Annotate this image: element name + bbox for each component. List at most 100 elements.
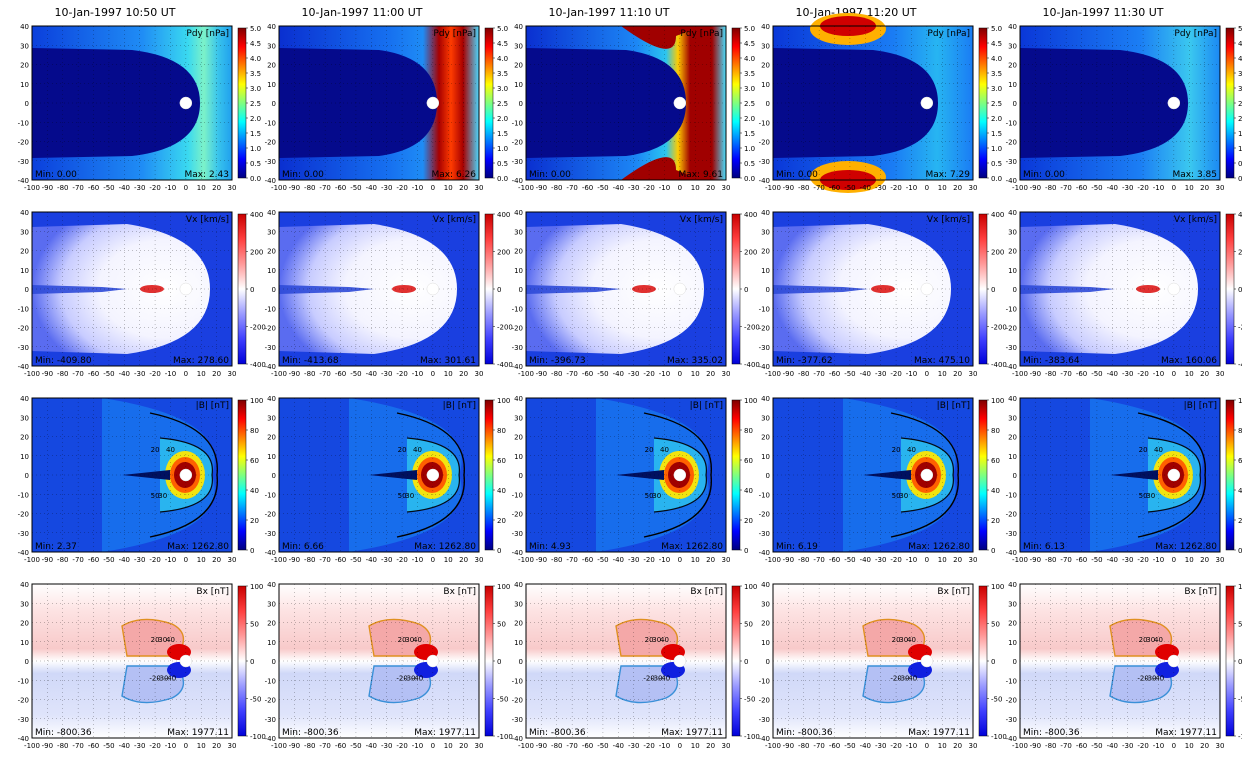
- x-tick-label: 0: [925, 556, 929, 564]
- quantity-label: |B| [nT]: [937, 401, 970, 411]
- x-tick-label: 20: [459, 556, 468, 564]
- x-tick-label: -50: [1091, 742, 1102, 750]
- colorbar: [1225, 399, 1235, 551]
- contour-label: 20: [1139, 636, 1148, 644]
- x-tick-label: 20: [212, 184, 221, 192]
- x-tick-label: -10: [659, 370, 670, 378]
- x-tick-label: -90: [536, 370, 547, 378]
- colorbar: [484, 213, 494, 365]
- x-tick-label: -40: [1107, 556, 1118, 564]
- x-tick-label: -100: [271, 184, 287, 192]
- colorbar-label: 100: [744, 397, 757, 405]
- y-tick-label: -10: [759, 119, 770, 127]
- y-tick-label: -30: [18, 530, 29, 538]
- y-tick-label: -30: [1006, 530, 1017, 538]
- x-tick-label: -60: [582, 184, 593, 192]
- x-tick-label: -100: [518, 184, 534, 192]
- x-tick-label: -50: [597, 184, 608, 192]
- colorbar-label: 0: [1238, 286, 1242, 294]
- x-tick-label: -10: [659, 184, 670, 192]
- panel-frame: [525, 583, 727, 739]
- min-readout: Min: 0.00: [1023, 170, 1065, 180]
- panel-frame: [525, 25, 727, 181]
- y-tick-label: -20: [512, 511, 523, 519]
- contour-label: 40: [660, 636, 669, 644]
- min-readout: Min: 0.00: [529, 170, 571, 180]
- colorbar-label: 3.5: [744, 70, 755, 78]
- b-neutral-sheet: [616, 470, 664, 480]
- y-tick-label: 20: [1008, 620, 1017, 628]
- y-tick-label: -40: [265, 735, 276, 743]
- colorbar-label: 50: [497, 621, 506, 629]
- column-title-2: 10-Jan-1997 11:00 UT: [301, 6, 423, 19]
- x-tick-label: 10: [938, 556, 947, 564]
- contour-label: 30: [1146, 492, 1155, 500]
- colorbar-label: 1.0: [497, 145, 508, 153]
- x-tick-label: 30: [969, 184, 978, 192]
- y-tick-label: -40: [18, 363, 29, 371]
- colorbar-label: 200: [1238, 249, 1242, 257]
- x-tick-label: -20: [1137, 184, 1148, 192]
- colorbar-label: 400: [991, 211, 1004, 219]
- colorbar-label: 2.0: [1238, 115, 1242, 123]
- x-tick-label: -80: [551, 556, 562, 564]
- x-tick-label: -50: [103, 556, 114, 564]
- earth-marker: [1167, 282, 1181, 296]
- x-tick-label: 20: [1200, 184, 1209, 192]
- y-tick-label: 10: [514, 267, 523, 275]
- panel-vx-5: -100 -90 -80 -70 -60 -50 -40 -30 -20 -10 0 10 20 30-4…: [1006, 209, 1242, 378]
- y-tick-label: 0: [766, 658, 770, 666]
- colorbar-label: 100: [497, 397, 510, 405]
- x-tick-label: -60: [1076, 556, 1087, 564]
- quantity-label: Bx [nT]: [443, 587, 476, 597]
- x-tick-label: -80: [551, 742, 562, 750]
- x-tick-label: -20: [1137, 370, 1148, 378]
- colorbar-label: 0: [991, 547, 995, 555]
- x-tick-label: 0: [925, 370, 929, 378]
- y-tick-label: -30: [18, 716, 29, 724]
- x-tick-label: -80: [551, 184, 562, 192]
- x-tick-label: 30: [722, 742, 731, 750]
- colorbar-label: -50: [744, 696, 755, 704]
- x-tick-label: -40: [613, 556, 624, 564]
- y-tick-label: 10: [1008, 267, 1017, 275]
- colorbar-label: -400: [497, 361, 513, 369]
- x-tick-label: -40: [119, 742, 130, 750]
- x-tick-label: -30: [134, 370, 145, 378]
- x-tick-label: 0: [678, 742, 682, 750]
- contour-label: 50: [1139, 492, 1148, 500]
- colorbar-label: 20: [497, 517, 506, 525]
- quantity-label: Bx [nT]: [1184, 587, 1217, 597]
- x-tick-label: 0: [431, 556, 435, 564]
- x-tick-label: -80: [1045, 184, 1056, 192]
- max-readout: Max: 3.85: [1172, 170, 1217, 180]
- y-tick-label: 10: [267, 81, 276, 89]
- colorbar-label: 0: [250, 658, 254, 666]
- y-tick-label: -40: [512, 177, 523, 185]
- x-tick-label: -90: [42, 556, 53, 564]
- column-title-4: 10-Jan-1997 11:20 UT: [795, 6, 917, 19]
- colorbar-label: -400: [1238, 361, 1242, 369]
- y-tick-label: 10: [761, 81, 770, 89]
- max-readout: Max: 1977.11: [414, 728, 476, 738]
- y-tick-label: 20: [761, 434, 770, 442]
- x-tick-label: -50: [1091, 370, 1102, 378]
- colorbar-label: 3.0: [1238, 85, 1242, 93]
- x-tick-label: 10: [197, 184, 206, 192]
- x-tick-label: 10: [691, 370, 700, 378]
- magnetosphere-cavity: [773, 48, 938, 158]
- y-tick-label: 0: [766, 100, 770, 108]
- x-tick-label: -90: [289, 556, 300, 564]
- x-tick-label: -20: [890, 184, 901, 192]
- y-tick-label: 40: [20, 209, 29, 217]
- contour-label: 30: [899, 636, 908, 644]
- x-tick-label: 20: [706, 556, 715, 564]
- colorbar-label: -50: [250, 696, 261, 704]
- colorbar-label: 200: [744, 249, 757, 257]
- y-tick-label: 30: [20, 42, 29, 50]
- colorbar: [978, 399, 988, 551]
- y-tick-label: 0: [1013, 286, 1017, 294]
- colorbar-label: 4.5: [744, 40, 755, 48]
- colorbar-label: 1.0: [744, 145, 755, 153]
- x-tick-label: -70: [72, 742, 83, 750]
